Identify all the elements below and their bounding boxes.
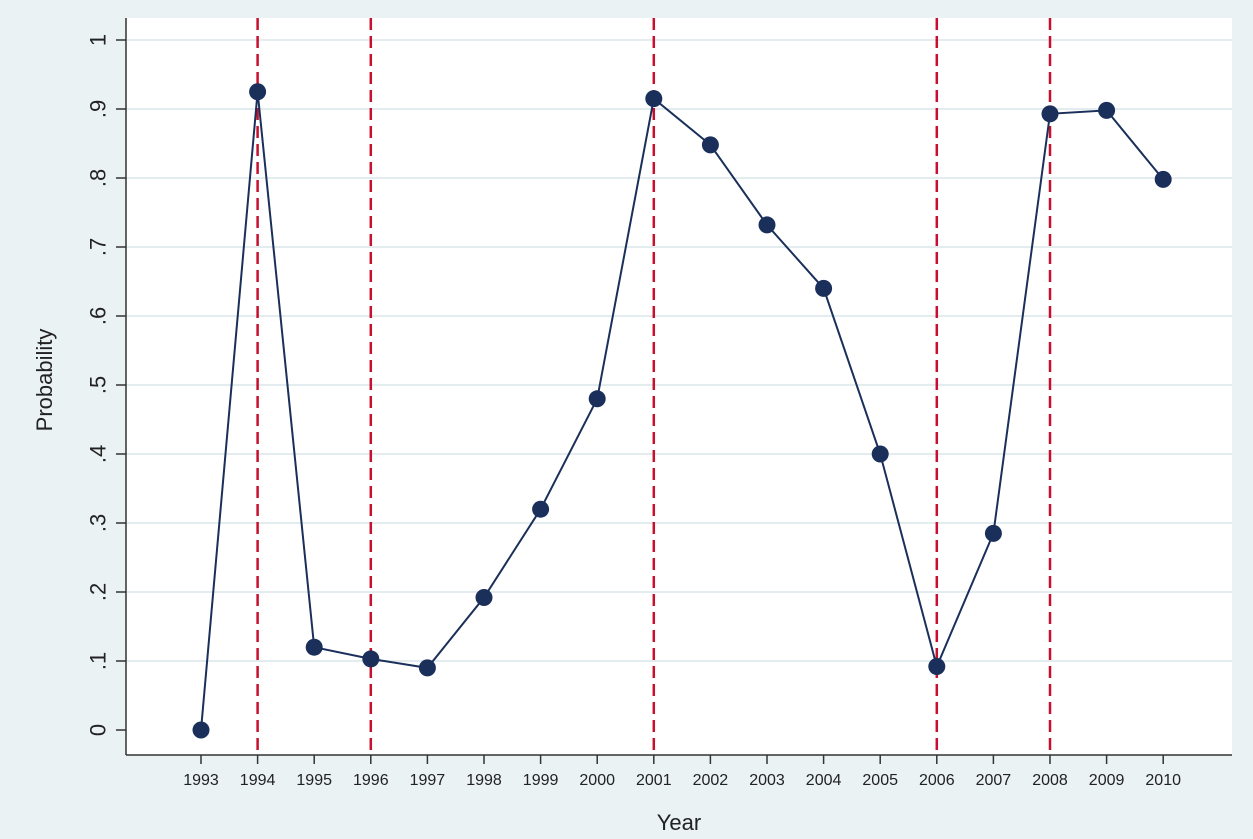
series-line	[200, 91, 1164, 731]
x-axis-title: Year	[657, 810, 701, 835]
x-tick-label: 1999	[523, 772, 559, 789]
x-tick-label: 1994	[240, 772, 276, 789]
x-tick-label: 1993	[183, 772, 219, 789]
x-tick-label: 1998	[466, 772, 502, 789]
gridlines	[126, 39, 1232, 662]
y-tick-label: 0	[86, 724, 111, 736]
axes	[125, 18, 1232, 756]
y-tick-label: .9	[86, 100, 111, 118]
data-point	[1154, 170, 1172, 188]
reference-lines	[256, 18, 1052, 755]
x-tick-label: 2007	[976, 772, 1012, 789]
data-points	[192, 83, 1172, 739]
data-point	[701, 136, 719, 154]
y-axis-title: Probability	[32, 329, 57, 432]
data-point	[1041, 105, 1059, 123]
data-point	[192, 721, 210, 739]
data-point	[758, 216, 776, 234]
x-tick-label: 2008	[1032, 772, 1068, 789]
x-tick-label: 2001	[636, 772, 672, 789]
y-tick-label: .5	[86, 376, 111, 394]
data-point	[475, 589, 493, 607]
y-ticks: 0 .1 .2 .3 .4 .5 .6 .7 .8 .9 1	[86, 34, 126, 736]
x-tick-label: 1996	[353, 772, 389, 789]
x-ticks: 1993 1994 1995 1996 1997 1998 1999 2000 2001 2002…	[183, 755, 1181, 789]
x-tick-label: 2010	[1145, 772, 1181, 789]
data-point	[362, 650, 380, 668]
data-point	[305, 638, 323, 656]
x-tick-label: 2003	[749, 772, 785, 789]
data-point	[418, 659, 436, 677]
x-tick-label: 2009	[1089, 772, 1125, 789]
x-tick-label: 2002	[693, 772, 729, 789]
y-tick-label: .2	[86, 583, 111, 601]
x-tick-label: 1997	[410, 772, 446, 789]
x-tick-label: 2000	[579, 772, 615, 789]
y-tick-label: .4	[86, 445, 111, 463]
y-tick-label: 1	[86, 34, 111, 46]
x-tick-label: 1995	[296, 772, 332, 789]
x-tick-label: 2006	[919, 772, 955, 789]
y-tick-label: .7	[86, 238, 111, 256]
data-point	[871, 445, 889, 463]
x-tick-label: 2005	[862, 772, 898, 789]
data-point	[645, 90, 663, 108]
data-point	[532, 500, 550, 518]
data-point	[984, 524, 1002, 542]
y-tick-label: .6	[86, 307, 111, 325]
data-point	[928, 658, 946, 676]
y-tick-label: .8	[86, 169, 111, 187]
data-point	[1098, 101, 1116, 119]
data-point	[588, 390, 606, 408]
data-point	[249, 83, 267, 101]
plot-area	[126, 18, 1232, 755]
x-tick-label: 2004	[806, 772, 842, 789]
data-point	[815, 279, 833, 297]
y-tick-label: .3	[86, 514, 111, 532]
y-tick-label: .1	[86, 652, 111, 670]
